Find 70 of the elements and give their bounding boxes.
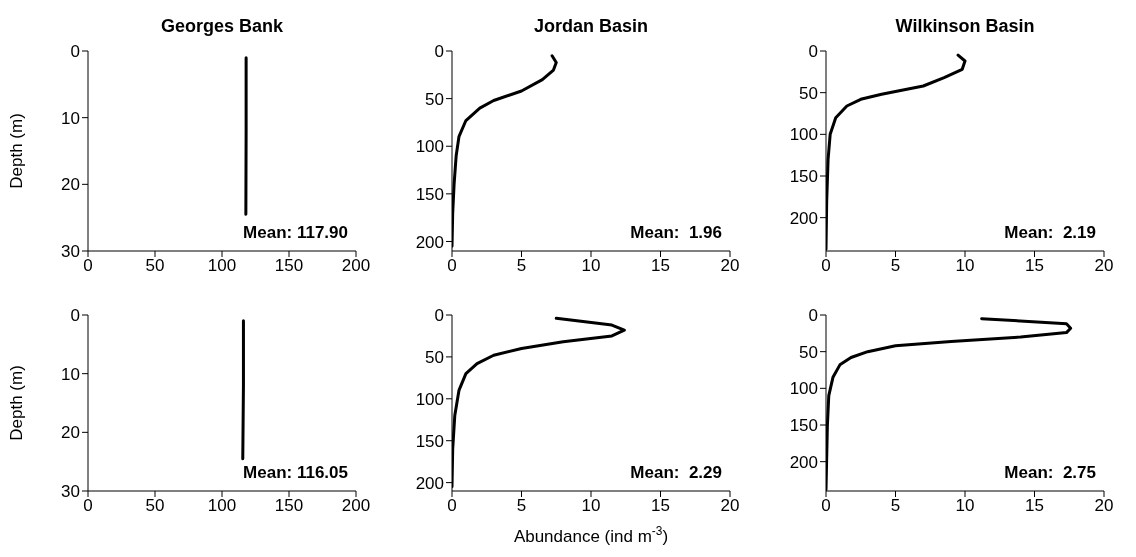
x-tick-label: 15 bbox=[1025, 496, 1044, 516]
y-tick-label: 200 bbox=[789, 452, 818, 472]
annotation: Mean: 2.19 bbox=[1004, 223, 1096, 243]
y-tick-label: 200 bbox=[415, 232, 444, 252]
x-tick-label: 100 bbox=[207, 496, 237, 516]
y-tick-label: 30 bbox=[61, 482, 80, 502]
x-tick-label: 0 bbox=[821, 496, 831, 516]
y-tick-label: 20 bbox=[61, 175, 80, 195]
chart-title: Georges Bank bbox=[159, 16, 284, 37]
x-tick-label: 20 bbox=[1094, 496, 1114, 516]
y-tick-label: 0 bbox=[434, 42, 444, 62]
x-tick-label: 50 bbox=[145, 256, 165, 276]
x-tick-label: 5 bbox=[890, 496, 901, 516]
x-tick-label: 10 bbox=[955, 256, 975, 276]
y-tick-label: 0 bbox=[70, 42, 80, 62]
x-tick-label: 20 bbox=[1094, 256, 1114, 276]
x-tick-label: 15 bbox=[651, 256, 670, 276]
y-tick-label: 150 bbox=[415, 184, 444, 204]
x-tick-label: 5 bbox=[890, 256, 901, 276]
x-tick-label: 150 bbox=[274, 496, 304, 516]
annotation: Mean: 116.05 bbox=[243, 463, 348, 483]
x-tick-label: 20 bbox=[720, 256, 740, 276]
x-tick-label: 10 bbox=[581, 496, 601, 516]
y-tick-label: 0 bbox=[70, 306, 80, 326]
x-tick-label: 10 bbox=[955, 496, 975, 516]
x-tick-label: 50 bbox=[145, 496, 165, 516]
y-tick-label: 100 bbox=[415, 389, 444, 409]
annotation: Mean: 1.96 bbox=[630, 223, 722, 243]
x-tick-label: 0 bbox=[447, 496, 457, 516]
annotation: Mean: 2.75 bbox=[1004, 463, 1096, 483]
y-tick-label: 150 bbox=[789, 416, 818, 436]
y-tick-label: 10 bbox=[61, 364, 80, 384]
y-tick-label: 100 bbox=[789, 379, 818, 399]
y-axis-title: Depth (m) bbox=[7, 365, 26, 441]
y-tick-label: 50 bbox=[799, 83, 818, 103]
x-tick-label: 15 bbox=[651, 496, 670, 516]
y-tick-label: 200 bbox=[415, 473, 444, 493]
x-tick-label: 5 bbox=[516, 496, 527, 516]
y-tick-label: 50 bbox=[425, 89, 444, 109]
y-tick-label: 150 bbox=[415, 431, 444, 451]
y-tick-label: 100 bbox=[789, 125, 818, 145]
y-tick-label: 20 bbox=[61, 423, 80, 443]
y-tick-label: 30 bbox=[61, 242, 80, 262]
x-tick-label: 0 bbox=[83, 496, 93, 516]
x-tick-label: 15 bbox=[1025, 256, 1044, 276]
x-tick-label: 0 bbox=[83, 256, 93, 276]
x-tick-label: 20 bbox=[720, 496, 740, 516]
y-tick-label: 200 bbox=[789, 208, 818, 228]
chart-title: Wilkinson Basin bbox=[894, 16, 1036, 37]
x-tick-label: 0 bbox=[447, 256, 457, 276]
y-tick-label: 10 bbox=[61, 108, 80, 128]
x-tick-label: 10 bbox=[581, 256, 601, 276]
x-tick-label: 5 bbox=[516, 256, 527, 276]
annotation: Mean: 117.90 bbox=[243, 223, 348, 243]
chart-title: Jordan Basin bbox=[533, 16, 649, 37]
x-axis-title: Abundance (ind m$^{-3}$) bbox=[513, 524, 669, 546]
y-tick-label: 0 bbox=[808, 306, 818, 326]
y-tick-label: 100 bbox=[415, 137, 444, 157]
x-tick-label: 0 bbox=[821, 256, 831, 276]
x-tick-label: 150 bbox=[274, 256, 304, 276]
annotation: Mean: 2.29 bbox=[630, 463, 722, 483]
x-tick-label: 100 bbox=[207, 256, 237, 276]
y-tick-label: 50 bbox=[425, 347, 444, 367]
y-tick-label: 150 bbox=[789, 167, 818, 187]
y-axis-title: Depth (m) bbox=[7, 113, 26, 189]
y-tick-label: 0 bbox=[808, 42, 818, 62]
x-tick-label: 200 bbox=[341, 496, 371, 516]
y-tick-label: 50 bbox=[799, 342, 818, 362]
y-tick-label: 0 bbox=[434, 306, 444, 326]
x-tick-label: 200 bbox=[341, 256, 371, 276]
